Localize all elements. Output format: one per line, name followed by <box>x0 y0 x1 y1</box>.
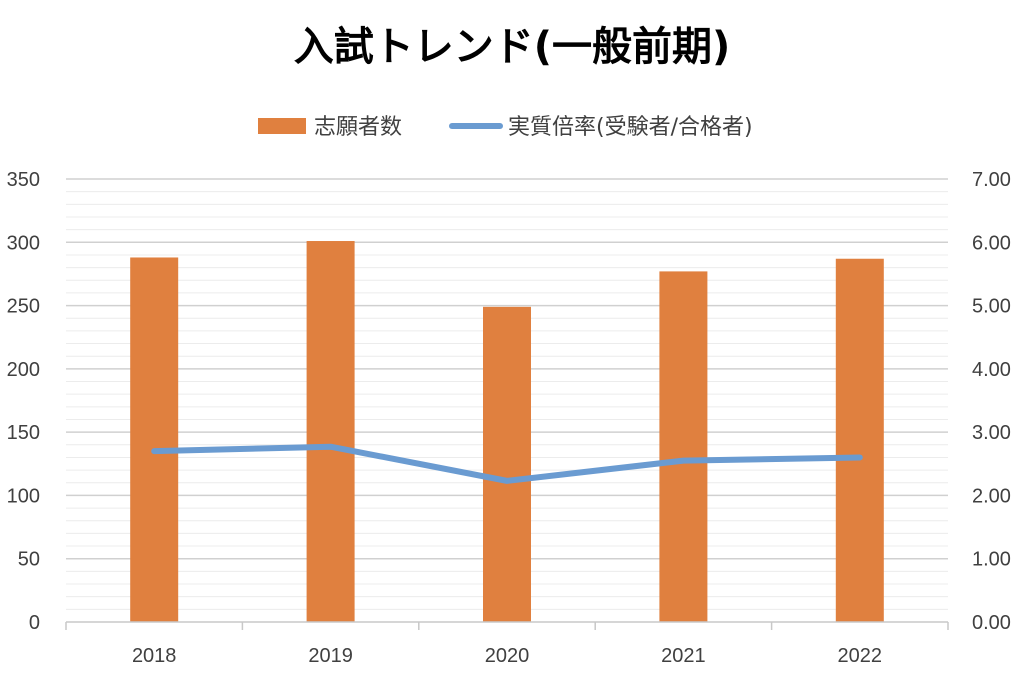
x-tick-label: 2022 <box>838 645 883 667</box>
bar <box>659 271 708 622</box>
bar <box>306 241 355 622</box>
y-right-tick-label: 7.00 <box>972 169 1011 191</box>
y-left-tick-label: 100 <box>7 485 40 507</box>
bar-series <box>130 241 884 622</box>
bar <box>483 306 531 622</box>
y-right-tick-label: 3.00 <box>972 422 1011 444</box>
x-axis: 2018 2019 2020 2021 2022 <box>65 621 949 667</box>
y-right-tick-label: 4.00 <box>972 359 1011 381</box>
bar <box>130 257 179 622</box>
x-tick-label: 2020 <box>485 645 530 667</box>
line-series <box>151 443 863 484</box>
y-left-tick-label: 200 <box>7 359 40 381</box>
y-right-tick-label: 5.00 <box>972 296 1011 318</box>
y-left-tick-label: 250 <box>7 296 40 318</box>
y-left-tick-label: 0 <box>29 612 40 634</box>
y-left-tick-label: 350 <box>7 169 40 191</box>
y-right-tick-label: 6.00 <box>972 232 1011 254</box>
legend: 志願者数 実質倍率(受験者/合格者) <box>258 115 753 140</box>
bar <box>835 258 884 622</box>
chart-title: 入試トレンド(一般前期) <box>294 24 731 70</box>
y-left-tick-label: 50 <box>18 549 40 571</box>
y-axis-right: 0.00 1.00 2.00 3.00 4.00 5.00 6.00 7.00 <box>972 169 1011 634</box>
x-tick-label: 2019 <box>308 645 353 667</box>
y-right-tick-label: 1.00 <box>972 549 1011 571</box>
x-tick-label: 2021 <box>661 645 706 667</box>
legend-label-bar: 志願者数 <box>314 115 402 140</box>
y-left-tick-label: 150 <box>7 422 40 444</box>
y-right-tick-label: 0.00 <box>972 612 1011 634</box>
y-right-tick-label: 2.00 <box>972 485 1011 507</box>
legend-label-line: 実質倍率(受験者/合格者) <box>508 115 753 140</box>
legend-swatch-bar <box>258 118 306 134</box>
x-tick-label: 2018 <box>132 645 177 667</box>
y-axis-left: 0 50 100 150 200 250 300 350 <box>7 169 40 634</box>
y-left-tick-label: 300 <box>7 232 40 254</box>
